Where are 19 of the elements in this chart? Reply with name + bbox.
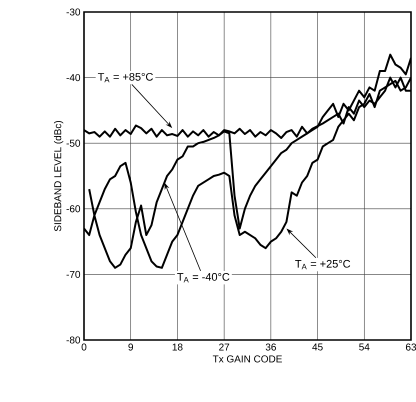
x-tick-label: 27	[219, 344, 230, 350]
y-tick-label: -30	[66, 8, 80, 16]
y-tick-label: -70	[66, 270, 80, 278]
annotation: T$_{A}$ = -40°C	[177, 273, 230, 282]
y-tick-label: -60	[66, 205, 80, 212]
x-tick-label: 9	[128, 344, 134, 351]
annotation: T$_{A}$ = +25°C	[295, 260, 350, 270]
x-tick-label: 54	[359, 344, 370, 350]
x-tick-label: 0	[82, 344, 86, 351]
x-tick-label: 18	[172, 344, 183, 351]
x-tick-label: 36	[266, 344, 276, 351]
y-axis-title: SIDEBAND LEVEL (dBc)	[54, 120, 64, 232]
x-tick-label: 63	[406, 344, 416, 351]
y-tick-label: -80	[66, 336, 80, 344]
annotation: T$_{A}$ = +85°C	[98, 72, 153, 82]
x-axis-title: Tx GAIN CODE	[212, 355, 282, 362]
y-tick-label: -40	[66, 74, 80, 82]
x-tick-label: 45	[312, 344, 323, 350]
y-tick-label: -50	[66, 140, 80, 147]
